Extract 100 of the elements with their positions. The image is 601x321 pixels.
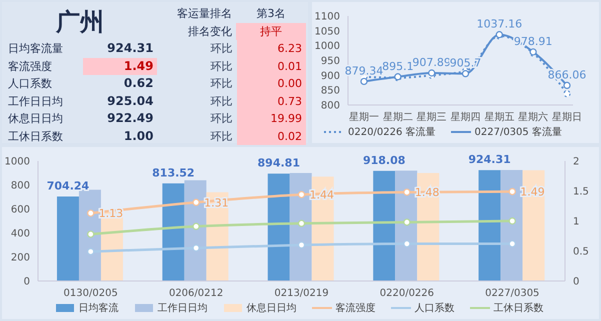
legend-label: 工作日日均 [158,302,208,315]
text: 1.00 [122,128,154,144]
data-label: 924.31 [468,153,511,166]
text: 6.23 [236,40,306,58]
x-tick-label: 0220/0226 [380,288,434,300]
point [192,198,200,206]
text: 人口系数 [7,76,53,92]
text: 持平 [236,22,306,40]
x-tick-label: 0206/0212 [168,288,224,300]
y-tick-label: 0 [24,276,30,288]
text: 19.99 [236,110,306,128]
text: 0.02 [236,128,306,145]
bar [373,170,396,281]
text: 环比 [210,128,234,144]
x-tick-label: 星期日 [552,111,582,124]
x-tick-label: 星期六 [518,111,548,124]
y-tick-label: 1100 [314,12,340,23]
text: 924.31 [106,40,154,57]
point [508,240,516,248]
x-tick-label: 0213/0219 [274,288,329,300]
bar [56,196,79,281]
text: 1.49 [83,58,158,75]
text: 客运量排名 [176,6,233,22]
y2-tick-label: 1.5 [573,186,589,198]
text: 环比 [210,111,234,127]
text: 0.01 [236,58,306,75]
bar [478,170,501,281]
point [87,230,94,238]
x-tick-label: 星期四 [450,111,480,124]
y-tick-label: 850 [320,86,340,97]
text: 922.49 [106,110,154,127]
text: 0.62 [122,75,154,92]
data-label: 895.1 [382,60,414,73]
y-tick-label: 200 [10,252,30,264]
x-tick-label: 0227/0305 [485,288,540,300]
x-tick-label: 星期一 [349,111,379,124]
x-tick-label: 星期五 [484,111,514,124]
y-tick-label: 1000 [4,156,30,168]
point [462,70,470,78]
y-tick-label: 1050 [314,26,340,38]
point [563,82,571,89]
text: 0.00 [236,75,306,92]
data-label: 1037.16 [476,18,522,31]
text: 广州 [54,7,105,38]
point [360,78,368,86]
point [298,220,306,227]
data-label: 1.31 [204,196,229,210]
data-label: 704.24 [46,179,90,192]
text: 环比 [210,41,234,57]
text: 环比 [210,58,234,74]
point [403,218,410,226]
bar [162,183,184,281]
legend-label: 客流强度 [336,302,376,315]
x-tick-label: 0130/0205 [64,288,118,300]
bar [268,174,290,281]
data-label: 879.34 [344,64,384,78]
y-tick-label: 1000 [314,41,340,52]
data-label: 1.48 [414,186,440,200]
text: 第3名 [256,6,286,22]
data-label: 1.44 [310,188,334,202]
point [87,210,94,217]
point [87,248,94,256]
legend-label: 工休日系数 [494,302,544,315]
text: 925.04 [106,92,154,110]
point [192,244,200,252]
legend-label: 0220/0226 客流量 [348,126,436,139]
y-tick-label: 950 [320,56,340,68]
point [428,69,436,77]
data-label: 918.08 [362,154,406,167]
point [508,217,516,225]
point [508,188,516,196]
text: 工作日日均 [7,94,64,110]
point [298,241,306,249]
text: 0.73 [236,92,306,110]
legend-label: 日均客流 [78,302,118,315]
point [403,188,410,196]
y-tick-label: 900 [320,70,340,82]
y-tick-label: 800 [320,100,340,112]
text: 休息日日均 [7,111,64,127]
y2-tick-label: 1 [573,216,580,228]
point [563,90,571,98]
bar [522,170,545,281]
point [403,240,410,248]
y2-tick-label: 0 [573,276,580,288]
point [298,191,306,198]
y-tick-label: 400 [10,228,30,240]
x-tick-label: 星期二 [382,111,413,124]
data-label: 894.81 [258,156,300,170]
legend-label: 0227/0305 客流量 [474,126,562,139]
text: 工休日系数 [7,128,64,144]
text: 排名变化 [187,24,233,40]
x-tick-label: 星期三 [416,111,447,124]
data-label: 813.52 [152,166,195,180]
legend-label: 人口系数 [414,302,454,315]
legend-label: 休息日日均 [246,302,296,315]
text: 客流强度 [7,58,53,74]
point [192,222,200,230]
text: 日均客流量 [7,41,64,57]
text: 环比 [210,94,234,110]
data-label: 1.13 [98,207,124,220]
